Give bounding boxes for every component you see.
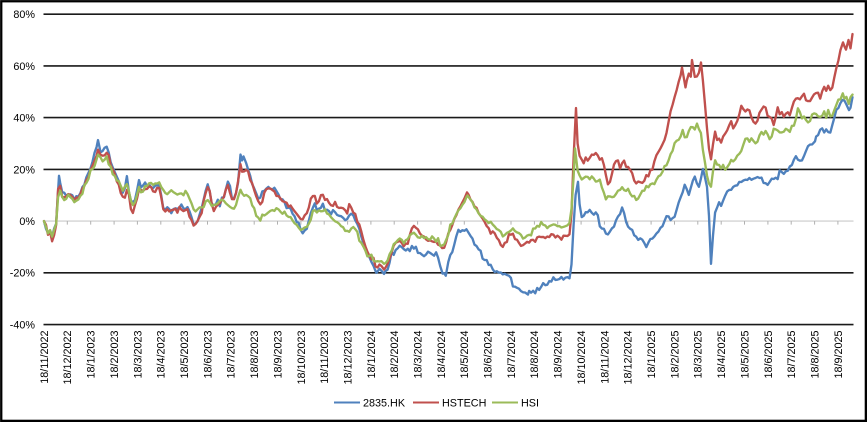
svg-text:18/9/2024: 18/9/2024	[553, 331, 565, 379]
svg-text:18/7/2024: 18/7/2024	[506, 331, 518, 379]
svg-text:18/12/2023: 18/12/2023	[342, 331, 354, 385]
svg-text:18/12/2022: 18/12/2022	[62, 331, 74, 385]
svg-text:18/11/2022: 18/11/2022	[39, 331, 51, 384]
svg-text:HSI: HSI	[521, 398, 539, 410]
svg-text:-20%: -20%	[10, 268, 36, 280]
svg-text:0%: 0%	[19, 216, 35, 228]
svg-text:18/5/2024: 18/5/2024	[459, 331, 471, 379]
svg-text:18/12/2024: 18/12/2024	[623, 331, 635, 385]
svg-text:18/2/2023: 18/2/2023	[109, 331, 121, 379]
svg-text:18/7/2025: 18/7/2025	[786, 331, 798, 379]
svg-text:18/1/2024: 18/1/2024	[366, 331, 378, 379]
svg-text:18/1/2025: 18/1/2025	[646, 331, 658, 379]
svg-text:18/4/2025: 18/4/2025	[716, 331, 728, 379]
svg-text:18/6/2024: 18/6/2024	[483, 331, 495, 379]
svg-text:18/8/2025: 18/8/2025	[810, 331, 822, 379]
svg-text:18/10/2023: 18/10/2023	[296, 331, 308, 385]
svg-text:18/3/2024: 18/3/2024	[413, 331, 425, 379]
svg-text:18/4/2023: 18/4/2023	[156, 331, 168, 379]
svg-text:HSTECH: HSTECH	[442, 398, 486, 410]
svg-text:18/1/2023: 18/1/2023	[86, 331, 98, 379]
svg-text:18/8/2023: 18/8/2023	[249, 331, 261, 379]
svg-text:18/7/2023: 18/7/2023	[226, 331, 238, 379]
svg-text:40%: 40%	[13, 113, 35, 125]
svg-text:18/11/2023: 18/11/2023	[319, 331, 331, 384]
svg-text:18/3/2023: 18/3/2023	[132, 331, 144, 379]
svg-text:-40%: -40%	[10, 320, 36, 332]
svg-text:18/10/2024: 18/10/2024	[576, 331, 588, 385]
svg-text:18/2/2024: 18/2/2024	[389, 331, 401, 379]
svg-text:18/9/2025: 18/9/2025	[833, 331, 845, 379]
svg-text:18/5/2023: 18/5/2023	[179, 331, 191, 379]
svg-text:60%: 60%	[13, 61, 35, 73]
svg-text:18/3/2025: 18/3/2025	[693, 331, 705, 379]
svg-text:80%: 80%	[13, 9, 35, 21]
svg-text:18/4/2024: 18/4/2024	[436, 331, 448, 379]
svg-text:2835.HK: 2835.HK	[363, 398, 406, 410]
svg-text:18/6/2023: 18/6/2023	[202, 331, 214, 379]
svg-text:18/11/2024: 18/11/2024	[599, 331, 611, 384]
svg-text:20%: 20%	[13, 164, 35, 176]
svg-text:18/5/2025: 18/5/2025	[739, 331, 751, 379]
svg-text:18/6/2025: 18/6/2025	[763, 331, 775, 379]
svg-text:18/2/2025: 18/2/2025	[669, 331, 681, 379]
svg-text:18/9/2023: 18/9/2023	[272, 331, 284, 379]
svg-text:18/8/2024: 18/8/2024	[529, 331, 541, 379]
